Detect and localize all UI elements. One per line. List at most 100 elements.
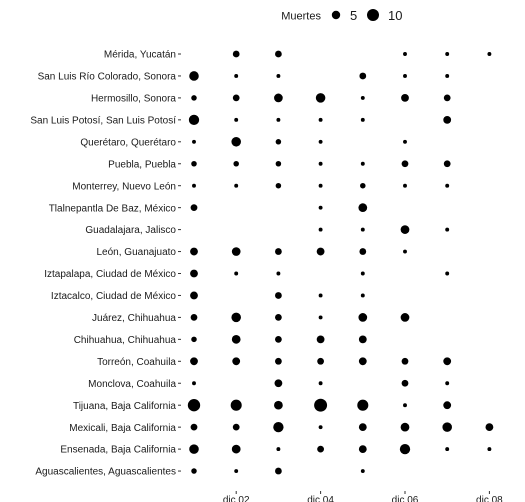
data-point	[192, 183, 196, 188]
data-point	[276, 271, 281, 276]
data-point	[318, 161, 323, 166]
data-point	[191, 95, 197, 101]
data-point	[231, 247, 241, 256]
legend-label-10: 10	[388, 8, 402, 23]
data-point	[359, 248, 367, 255]
data-point	[192, 139, 196, 144]
data-point	[191, 468, 197, 474]
data-point	[274, 400, 283, 410]
data-point	[443, 115, 452, 124]
data-point	[403, 139, 407, 144]
x-tick-label: dic 08	[476, 495, 503, 502]
y-tick-label: San Luis Río Colorado, Sonora	[38, 72, 177, 83]
data-point	[191, 160, 197, 167]
data-point	[230, 399, 242, 411]
data-point	[276, 74, 281, 78]
data-point	[445, 271, 450, 276]
y-tick-label: Querétaro, Querétaro	[80, 137, 176, 148]
data-point	[190, 291, 198, 300]
data-point	[274, 379, 283, 388]
data-point	[318, 183, 323, 188]
data-point	[403, 52, 407, 56]
data-point	[234, 117, 239, 122]
data-point	[234, 271, 239, 276]
y-tick-label: Chihuahua, Chihuahua	[74, 335, 177, 346]
data-point	[443, 94, 451, 102]
data-point	[275, 248, 282, 255]
data-point	[231, 312, 241, 323]
y-tick-label: Mexicali, Baja California	[69, 423, 176, 434]
data-point	[400, 422, 410, 432]
data-point	[445, 381, 450, 386]
data-point	[358, 445, 367, 453]
y-tick-label: San Luis Potosí, San Luis Potosí	[30, 115, 176, 126]
data-point	[274, 93, 283, 103]
legend-title: Muertes	[281, 11, 321, 23]
data-point	[403, 249, 407, 254]
data-point	[487, 52, 492, 56]
data-point	[403, 74, 407, 78]
data-point	[318, 293, 323, 298]
data-point	[275, 182, 282, 189]
legend-marker-5	[331, 10, 341, 20]
data-point	[360, 227, 365, 232]
y-tick-label: Monterrey, Nuevo León	[72, 181, 176, 192]
data-point	[275, 139, 282, 145]
data-point	[445, 183, 450, 188]
x-tick-label: dic 04	[307, 495, 334, 502]
data-point	[445, 227, 450, 232]
data-point	[231, 334, 241, 344]
data-point	[190, 204, 198, 212]
data-point	[314, 398, 328, 412]
data-point	[357, 399, 369, 411]
data-point	[360, 293, 365, 298]
y-tick-label: Tijuana, Baja California	[73, 401, 176, 412]
data-point	[232, 50, 240, 58]
data-point	[401, 357, 409, 365]
data-point	[188, 114, 200, 126]
data-points	[187, 50, 494, 475]
data-point	[189, 71, 199, 81]
data-point	[445, 447, 450, 452]
data-point	[403, 403, 407, 408]
data-point	[360, 271, 365, 276]
y-tick-label: Hermosillo, Sonora	[91, 94, 176, 105]
data-point	[231, 137, 241, 147]
y-tick-label: Mérida, Yucatán	[104, 50, 176, 61]
data-point	[360, 469, 365, 473]
legend: Muertes 5 10	[281, 8, 402, 23]
data-point	[360, 182, 366, 189]
y-tick-label: Tlalnepantla De Baz, México	[49, 203, 177, 214]
data-point	[275, 314, 282, 321]
data-point	[318, 139, 323, 144]
data-point	[231, 444, 241, 454]
data-point	[275, 335, 282, 343]
data-point	[190, 314, 198, 321]
data-point	[276, 117, 281, 122]
data-point	[318, 227, 323, 232]
data-point	[401, 94, 409, 102]
data-point	[190, 269, 198, 278]
data-point	[234, 74, 239, 78]
data-point	[233, 160, 239, 167]
y-tick-label: Iztapalapa, Ciudad de México	[44, 269, 176, 280]
data-point	[232, 357, 241, 366]
y-tick-label: Juárez, Chihuahua	[92, 313, 176, 324]
data-point	[275, 160, 282, 167]
data-point	[276, 447, 281, 452]
data-point	[358, 357, 367, 366]
data-point	[316, 335, 325, 344]
data-point	[358, 423, 367, 432]
data-point	[273, 421, 284, 433]
data-point	[445, 52, 450, 56]
data-point	[192, 381, 196, 386]
data-point	[360, 95, 365, 100]
data-point	[318, 117, 323, 122]
data-point	[318, 205, 323, 210]
data-point	[190, 357, 198, 366]
data-point	[445, 74, 450, 78]
data-point	[318, 315, 323, 320]
y-tick-label: Ensenada, Baja California	[60, 445, 176, 456]
data-point	[234, 183, 239, 188]
